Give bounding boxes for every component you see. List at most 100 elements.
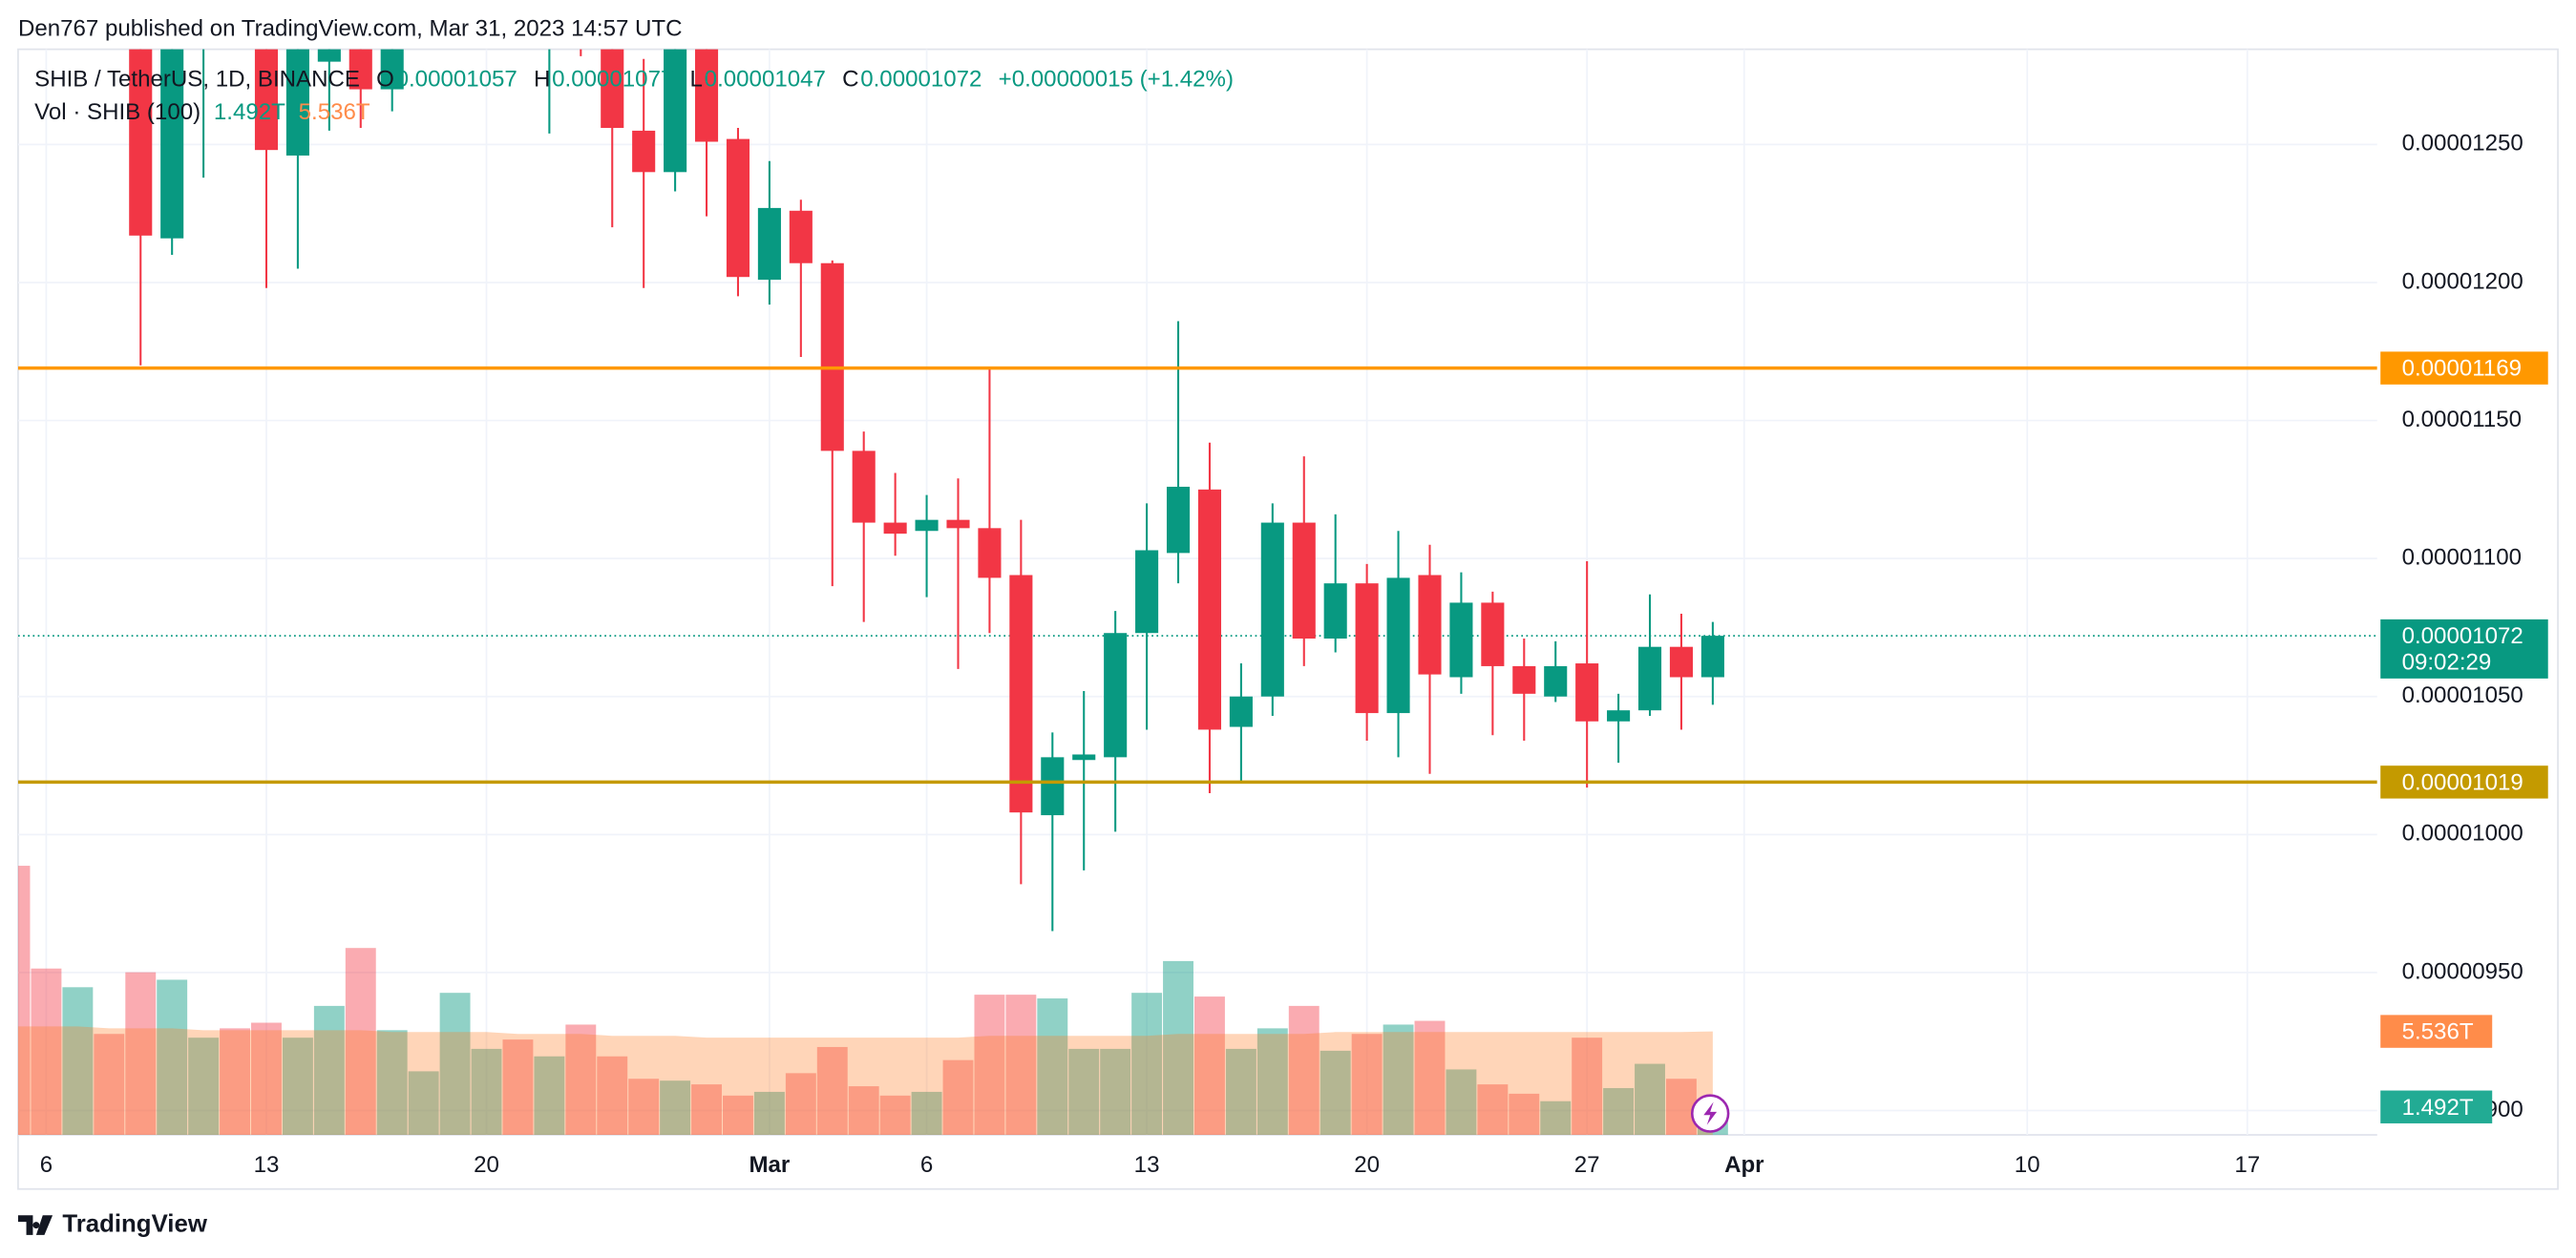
volume-badge	[2380, 1090, 2493, 1123]
candle-body	[160, 49, 184, 239]
volume-bar	[974, 995, 1005, 1135]
legend-value: 0.00001072	[860, 67, 982, 93]
candle-body	[1197, 489, 1222, 730]
candle-body	[1449, 602, 1473, 678]
candle-body	[348, 49, 372, 90]
volume-bar	[597, 1056, 628, 1135]
legend-value: 0.00001077	[552, 67, 673, 93]
candle-body	[915, 519, 939, 532]
candle-body	[601, 49, 624, 129]
last-price-badge	[2380, 619, 2548, 679]
grid	[17, 49, 2377, 1135]
volume-bar	[408, 1071, 439, 1135]
candle-body	[66, 0, 89, 7]
candle-body	[789, 210, 813, 263]
y-tick-label: 0.00001050	[2402, 682, 2523, 708]
volume-bar	[1509, 1093, 1540, 1135]
volume-bar	[1383, 1024, 1414, 1135]
x-tick-label: Apr	[1724, 1152, 1763, 1178]
level-label: 0.00001019	[2402, 769, 2523, 795]
volume-bar	[1131, 993, 1163, 1135]
volume-bar	[691, 1084, 722, 1135]
volume-bar	[1477, 1084, 1509, 1135]
candle-body	[632, 130, 656, 173]
legend-key: H	[534, 67, 550, 93]
candle-body	[726, 138, 750, 278]
volume-title: Vol · SHIB (100)	[34, 99, 201, 125]
plot-area	[17, 0, 2377, 1135]
volume-bar	[502, 1039, 534, 1135]
level-label: 0.00001169	[2402, 356, 2522, 382]
volume-bar	[1635, 1063, 1665, 1135]
candle-body	[412, 0, 435, 7]
x-tick-label: 20	[474, 1152, 499, 1178]
volume-bar	[1414, 1020, 1446, 1135]
volume-bar	[220, 1028, 250, 1135]
candle-body	[1544, 665, 1568, 697]
publisher-header: Den767 published on TradingView.com, Mar…	[18, 15, 683, 41]
candle-body	[1637, 646, 1662, 711]
candle-body	[380, 49, 404, 90]
volume-legend-value: 1.492T	[214, 99, 285, 125]
candle-body	[254, 49, 279, 151]
x-tick-label: 13	[1134, 1152, 1160, 1178]
volume-bar	[1288, 1005, 1320, 1135]
candle-body	[1607, 710, 1631, 722]
legend-value: 0.00001047	[705, 67, 826, 93]
volume-bar	[376, 1030, 408, 1135]
legend-key: C	[842, 67, 858, 93]
volume-bar	[1037, 998, 1068, 1135]
legend-change: +0.00000015 (+1.42%)	[999, 67, 1234, 93]
volume-bar	[251, 1022, 282, 1135]
volume-bar	[1540, 1101, 1572, 1135]
volume-bar	[94, 1034, 125, 1135]
volume-bar	[62, 987, 94, 1135]
candle-body	[1072, 754, 1096, 761]
volume-bar	[848, 1086, 879, 1135]
y-tick-label: 0.00001150	[2402, 407, 2522, 432]
volume-ma-badge	[2380, 1015, 2493, 1048]
volume-bar	[471, 1048, 502, 1135]
volume-bar	[660, 1080, 691, 1135]
volume-bar	[1100, 1048, 1131, 1135]
candle-body	[1386, 577, 1410, 714]
countdown-label: 09:02:29	[2402, 650, 2492, 676]
y-tick-label: 0.00001200	[2402, 268, 2523, 294]
volume-bar	[188, 1038, 220, 1135]
legend: SHIB / TetherUS, 1D, BINANCE O 0.00001057 H…	[34, 67, 1234, 125]
volume-bar	[816, 1046, 848, 1135]
footer-logo	[17, 1215, 53, 1235]
x-tick-label: 6	[40, 1152, 53, 1178]
volume-ma-label: 5.536T	[2402, 1019, 2474, 1045]
volume-ma-area	[17, 1026, 1713, 1135]
candle-body	[129, 49, 153, 236]
candle-body	[1355, 583, 1379, 714]
candle-body	[694, 49, 719, 142]
volume-bar	[1256, 1028, 1288, 1135]
axes: 61320Mar6132027Apr10170.000009000.000009…	[40, 131, 2548, 1178]
volume-bar	[1666, 1079, 1697, 1135]
volume-bar	[565, 1024, 597, 1135]
volume-bar	[345, 948, 376, 1135]
volume-bar	[942, 1059, 974, 1135]
candle-body	[978, 528, 1002, 578]
candle-body	[1104, 633, 1128, 758]
candle-body	[1292, 522, 1316, 639]
candle-body	[1512, 665, 1536, 694]
volume-bar	[1005, 995, 1037, 1135]
volume-bar	[1068, 1048, 1100, 1135]
candle-body	[1575, 663, 1599, 722]
y-tick-label: 0.00000950	[2402, 958, 2523, 984]
volume-bar	[282, 1038, 313, 1135]
level-badge	[2380, 351, 2548, 385]
candle-body	[946, 519, 970, 529]
footer-brand: TradingView	[62, 1210, 207, 1237]
candle-body	[1041, 757, 1065, 816]
legend-key: L	[690, 67, 703, 93]
x-tick-label: 17	[2234, 1152, 2260, 1178]
volume-bar	[439, 993, 471, 1135]
volume-bar	[17, 866, 31, 1135]
candle-body	[569, 0, 592, 7]
